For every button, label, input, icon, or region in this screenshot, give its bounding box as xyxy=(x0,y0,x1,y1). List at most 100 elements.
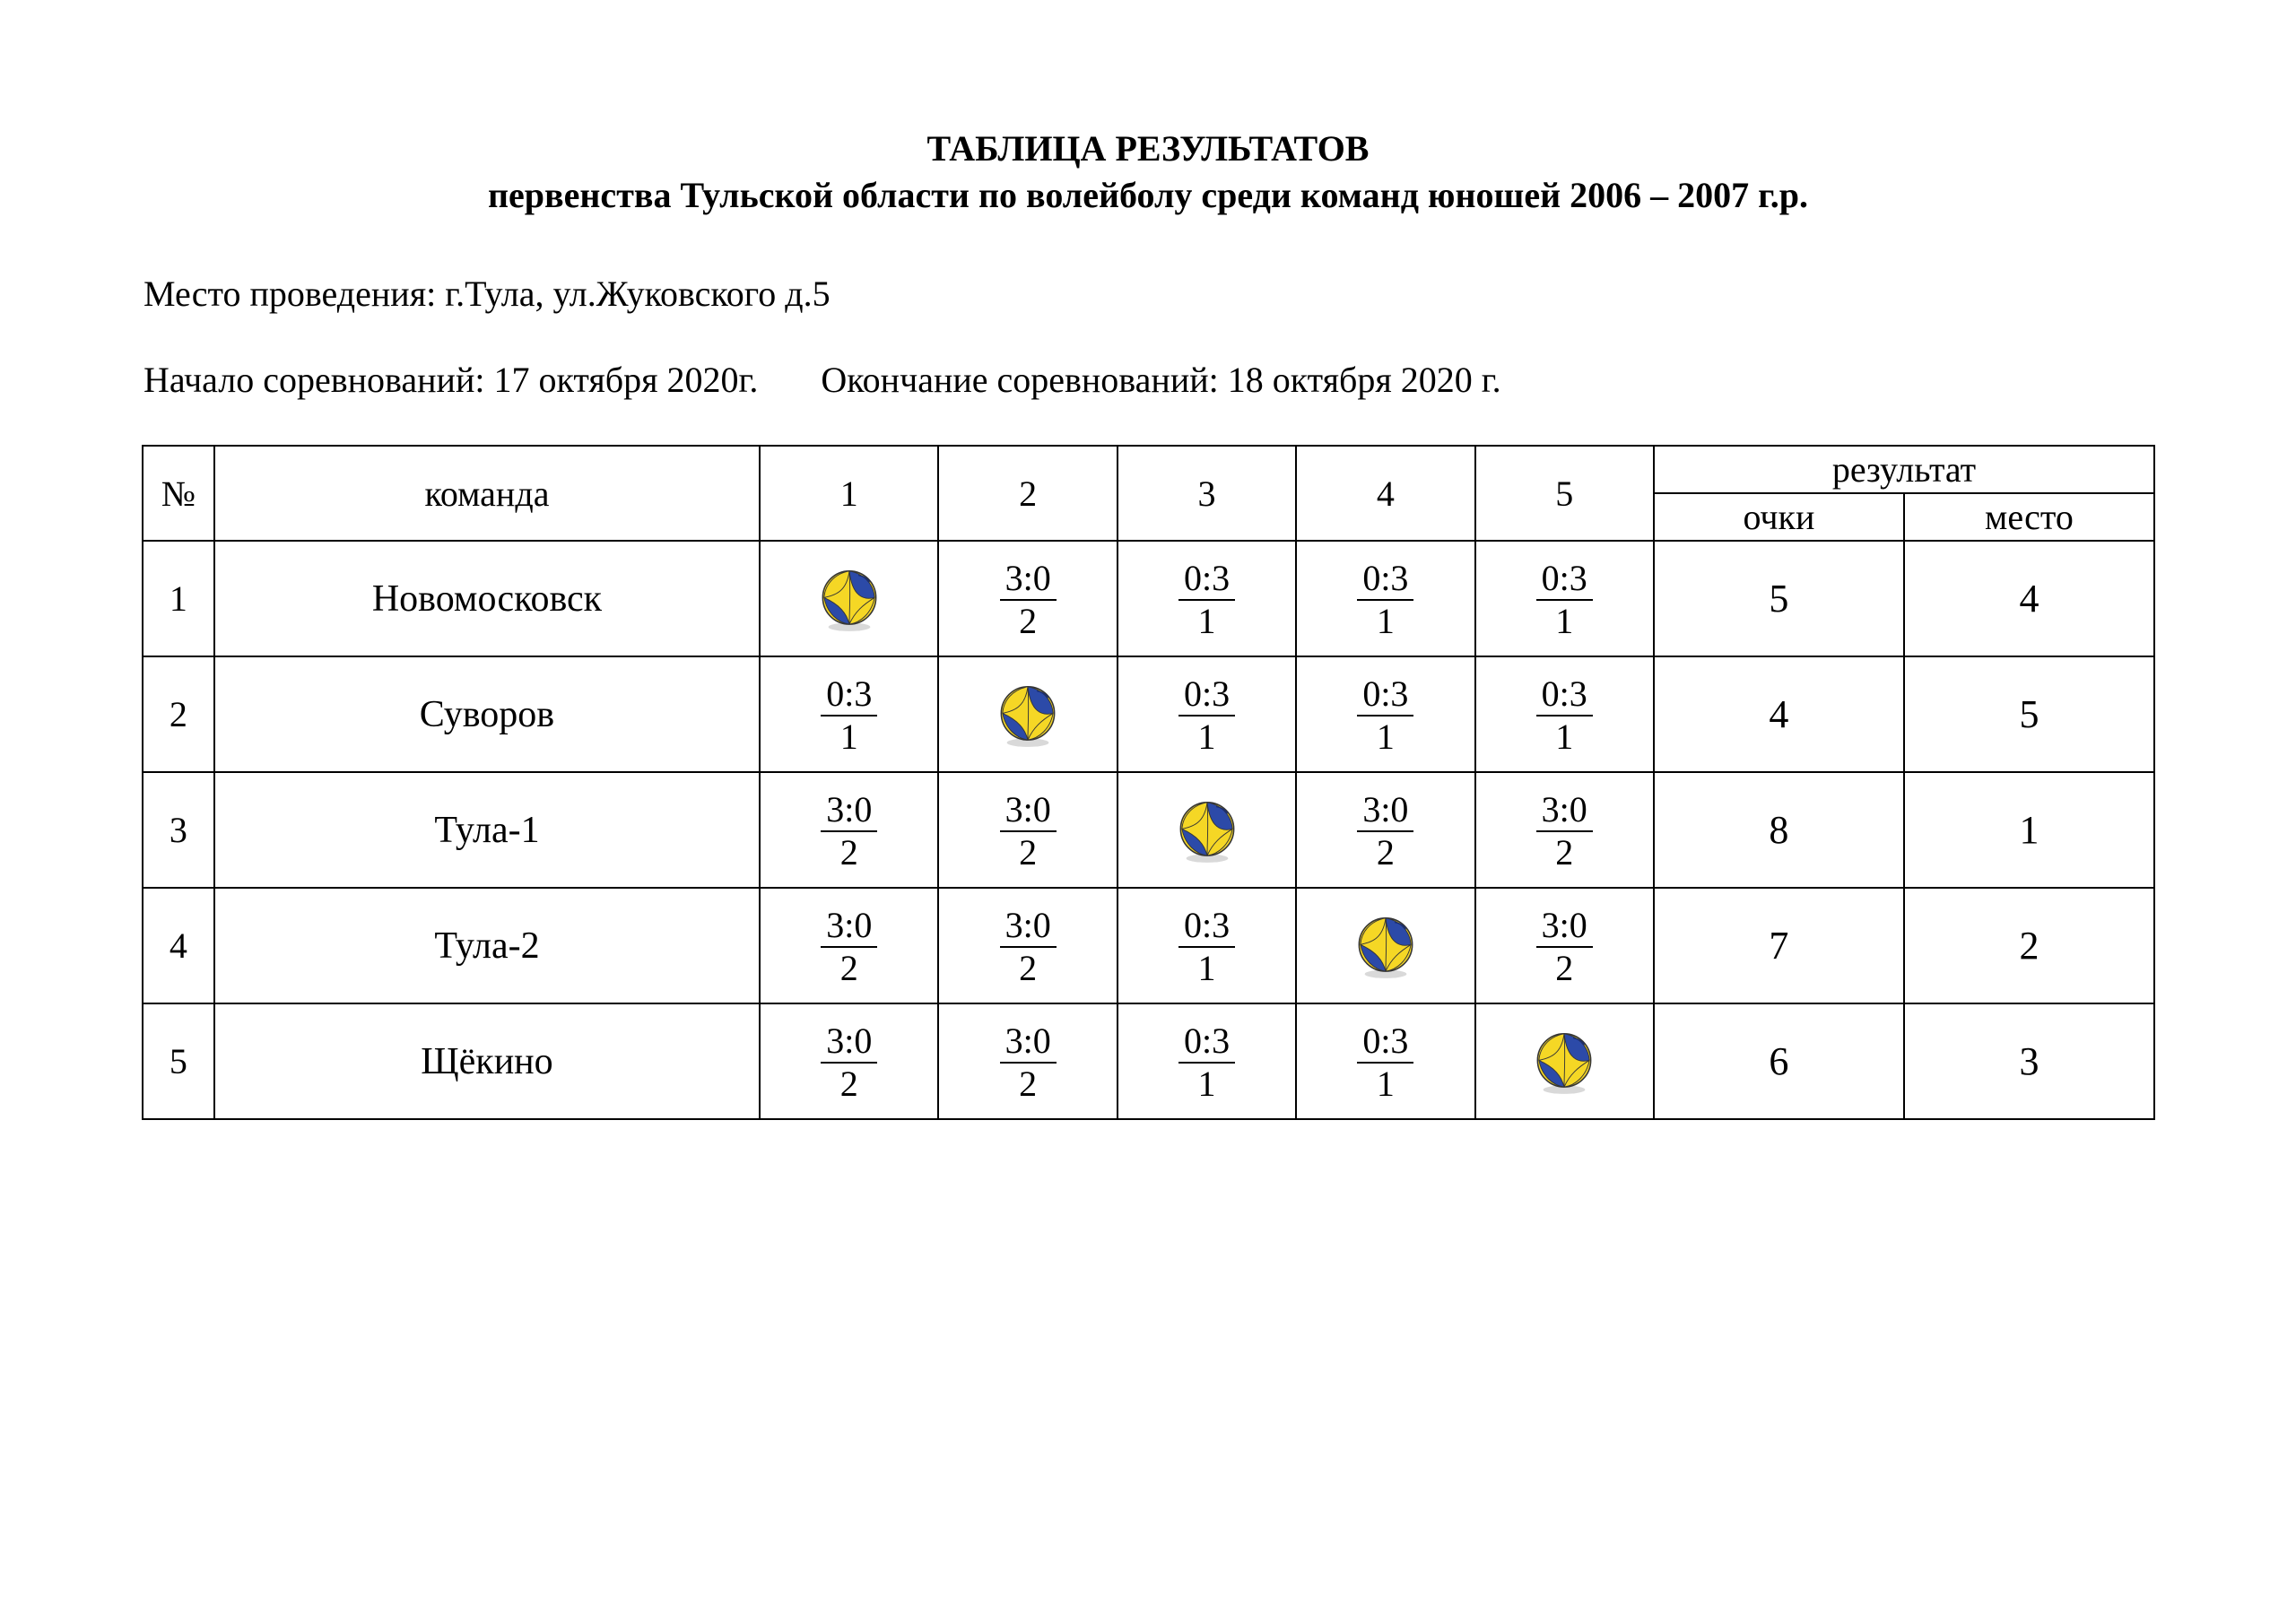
team-name: Тула-2 xyxy=(214,888,760,1003)
score-sets: 0:3 xyxy=(1357,1022,1413,1064)
title-line-1: ТАБЛИЦА РЕЗУЛЬТАТОВ xyxy=(135,126,2161,172)
score-points: 2 xyxy=(939,603,1116,640)
dates-line: Начало соревнований: 17 октября 2020г. О… xyxy=(135,359,2161,402)
volleyball-icon xyxy=(1172,795,1242,865)
score-cell: 3:02 xyxy=(938,772,1117,888)
score-sets: 3:0 xyxy=(1536,791,1593,832)
row-number: 3 xyxy=(143,772,214,888)
header-points: очки xyxy=(1654,493,1904,541)
score-sets: 0:3 xyxy=(1357,560,1413,601)
score-sets: 0:3 xyxy=(1178,560,1235,601)
table-row: 4Тула-23:023:020:31 3:0272 xyxy=(143,888,2154,1003)
table-body: 1Новомосковск 3:020:310:310:31542Суворов… xyxy=(143,541,2154,1119)
score-cell: 0:31 xyxy=(1475,541,1654,656)
score-points: 1 xyxy=(1118,950,1295,987)
score-points: 1 xyxy=(1118,603,1295,640)
score-points: 1 xyxy=(1297,1065,1474,1103)
score-sets: 0:3 xyxy=(1536,675,1593,716)
points-cell: 4 xyxy=(1654,656,1904,772)
score-sets: 3:0 xyxy=(1000,1022,1057,1064)
score-sets: 3:0 xyxy=(1357,791,1413,832)
score-cell: 3:02 xyxy=(938,541,1117,656)
score-points: 2 xyxy=(939,1065,1116,1103)
score-sets: 3:0 xyxy=(821,907,877,948)
start-date: Начало соревнований: 17 октября 2020г. xyxy=(144,359,758,402)
points-cell: 8 xyxy=(1654,772,1904,888)
score-points: 2 xyxy=(1476,834,1653,872)
score-cell: 3:02 xyxy=(938,888,1117,1003)
points-cell: 5 xyxy=(1654,541,1904,656)
score-cell: 0:31 xyxy=(760,656,938,772)
table-row: 1Новомосковск 3:020:310:310:3154 xyxy=(143,541,2154,656)
score-points: 2 xyxy=(761,1065,937,1103)
score-cell: 3:02 xyxy=(760,1003,938,1119)
score-points: 2 xyxy=(939,950,1116,987)
volleyball-icon xyxy=(814,564,884,634)
score-points: 2 xyxy=(1476,950,1653,987)
score-points: 1 xyxy=(1476,718,1653,756)
score-cell: 0:31 xyxy=(1475,656,1654,772)
score-points: 1 xyxy=(761,718,937,756)
header-col-2: 2 xyxy=(938,446,1117,541)
score-cell: 0:31 xyxy=(1296,1003,1474,1119)
score-sets: 0:3 xyxy=(1536,560,1593,601)
score-cell: 0:31 xyxy=(1118,888,1296,1003)
score-sets: 3:0 xyxy=(1000,907,1057,948)
volleyball-icon xyxy=(1351,911,1421,981)
row-number: 5 xyxy=(143,1003,214,1119)
points-cell: 7 xyxy=(1654,888,1904,1003)
diagonal-ball-cell xyxy=(1296,888,1474,1003)
row-number: 4 xyxy=(143,888,214,1003)
score-points: 1 xyxy=(1297,718,1474,756)
score-cell: 3:02 xyxy=(1475,888,1654,1003)
diagonal-ball-cell xyxy=(1475,1003,1654,1119)
place-cell: 2 xyxy=(1904,888,2154,1003)
place-cell: 1 xyxy=(1904,772,2154,888)
table-row: 2Суворов0:31 0:310:310:3145 xyxy=(143,656,2154,772)
header-col-4: 4 xyxy=(1296,446,1474,541)
score-points: 1 xyxy=(1118,1065,1295,1103)
score-sets: 3:0 xyxy=(1000,791,1057,832)
score-sets: 0:3 xyxy=(1178,907,1235,948)
header-result: результат xyxy=(1654,446,2154,493)
table-head: № команда 1 2 3 4 5 результат очки место xyxy=(143,446,2154,541)
score-sets: 0:3 xyxy=(1178,675,1235,716)
place-cell: 4 xyxy=(1904,541,2154,656)
score-points: 1 xyxy=(1118,718,1295,756)
score-cell: 0:31 xyxy=(1118,541,1296,656)
score-sets: 0:3 xyxy=(1178,1022,1235,1064)
row-number: 2 xyxy=(143,656,214,772)
table-row: 3Тула-13:023:02 3:023:0281 xyxy=(143,772,2154,888)
results-table: № команда 1 2 3 4 5 результат очки место… xyxy=(142,445,2155,1120)
score-points: 2 xyxy=(1297,834,1474,872)
team-name: Суворов xyxy=(214,656,760,772)
diagonal-ball-cell xyxy=(760,541,938,656)
title-line-2: первенства Тульской области по волейболу… xyxy=(135,172,2161,219)
title-block: ТАБЛИЦА РЕЗУЛЬТАТОВ первенства Тульской … xyxy=(135,126,2161,219)
score-cell: 0:31 xyxy=(1118,656,1296,772)
score-points: 2 xyxy=(939,834,1116,872)
volleyball-icon xyxy=(993,680,1063,750)
score-cell: 0:31 xyxy=(1296,541,1474,656)
diagonal-ball-cell xyxy=(938,656,1117,772)
score-cell: 3:02 xyxy=(938,1003,1117,1119)
score-points: 1 xyxy=(1476,603,1653,640)
score-sets: 0:3 xyxy=(821,675,877,716)
team-name: Новомосковск xyxy=(214,541,760,656)
score-sets: 3:0 xyxy=(1000,560,1057,601)
place-cell: 3 xyxy=(1904,1003,2154,1119)
score-points: 2 xyxy=(761,834,937,872)
header-num: № xyxy=(143,446,214,541)
score-points: 1 xyxy=(1297,603,1474,640)
score-sets: 3:0 xyxy=(1536,907,1593,948)
diagonal-ball-cell xyxy=(1118,772,1296,888)
volleyball-icon xyxy=(1529,1027,1599,1097)
score-cell: 3:02 xyxy=(760,772,938,888)
score-cell: 3:02 xyxy=(760,888,938,1003)
header-team: команда xyxy=(214,446,760,541)
score-cell: 0:31 xyxy=(1296,656,1474,772)
header-place: место xyxy=(1904,493,2154,541)
venue-line: Место проведения: г.Тула, ул.Жуковского … xyxy=(135,273,2161,316)
score-sets: 3:0 xyxy=(821,791,877,832)
page: ТАБЛИЦА РЕЗУЛЬТАТОВ первенства Тульской … xyxy=(0,0,2296,1624)
